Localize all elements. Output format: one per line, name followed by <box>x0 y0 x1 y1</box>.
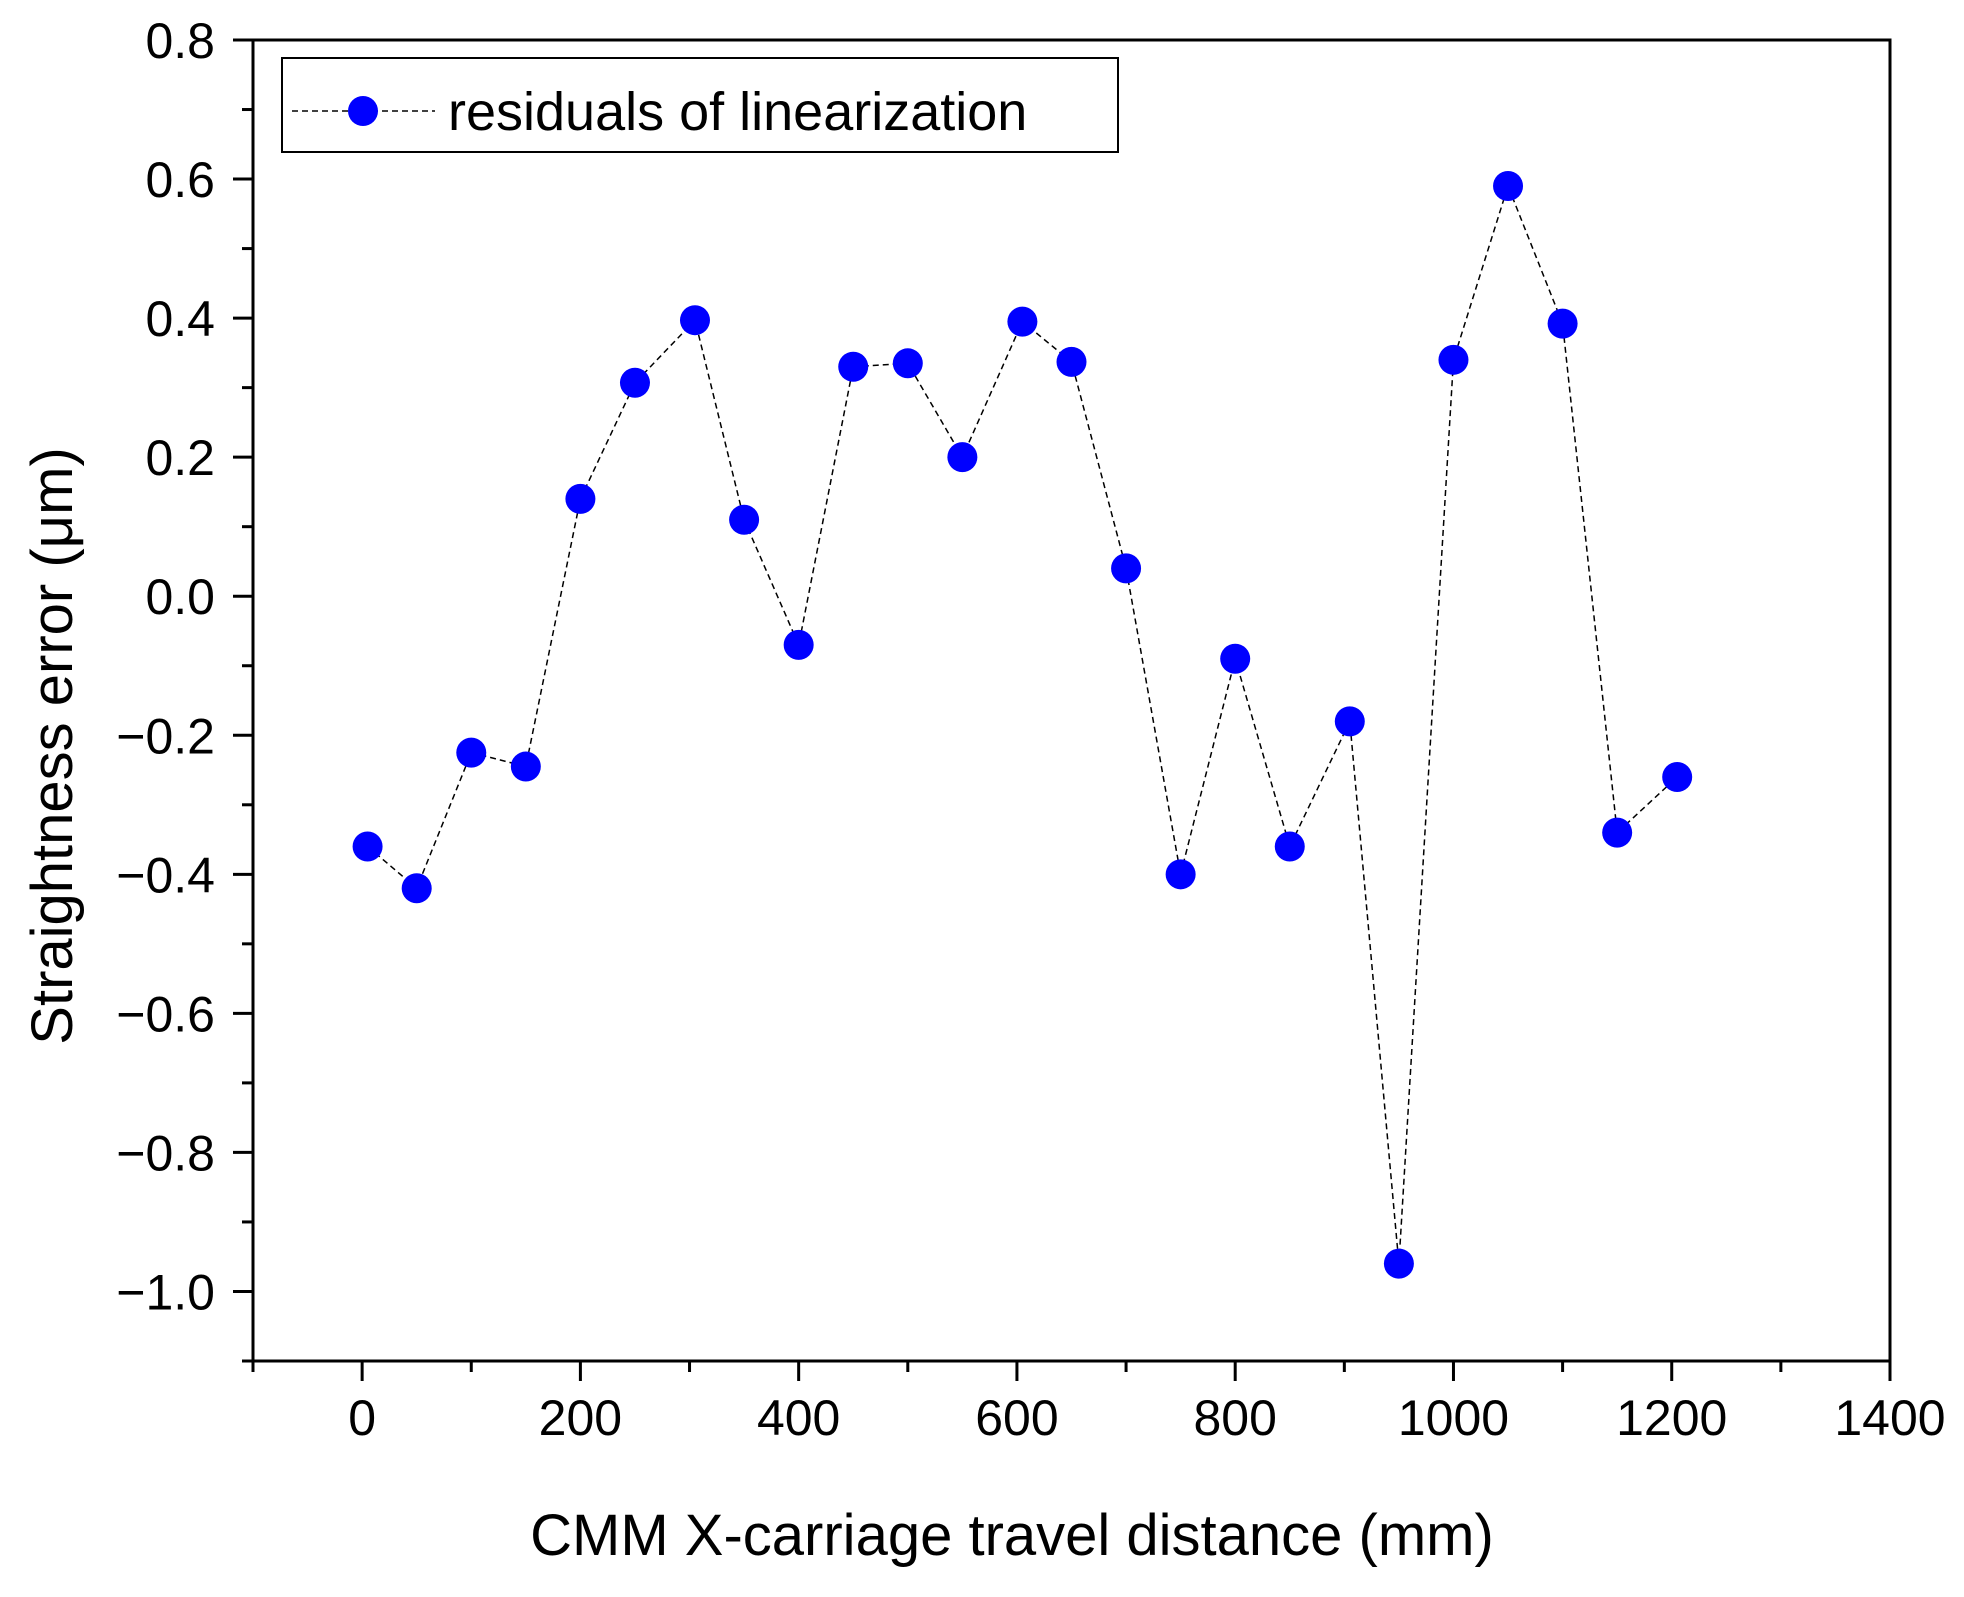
data-point <box>1602 817 1633 848</box>
data-point <box>679 305 710 336</box>
y-axis-title: Straightness error (μm) <box>20 447 85 1044</box>
y-tick-label: −0.2 <box>116 708 215 764</box>
data-point <box>1056 346 1087 377</box>
data-point <box>1334 706 1365 737</box>
x-tick-label: 200 <box>539 1390 622 1446</box>
series-line <box>367 183 1678 1264</box>
x-axis-title: CMM X-carriage travel distance (mm) <box>530 1503 1494 1568</box>
y-tick-label: 0.0 <box>145 569 215 625</box>
legend-box <box>281 57 1119 153</box>
data-point <box>892 348 923 379</box>
data-point <box>1007 306 1038 337</box>
data-point <box>1274 831 1305 862</box>
data-point <box>729 504 760 535</box>
legend-marker <box>348 96 378 126</box>
data-point <box>510 751 541 782</box>
data-point <box>1111 553 1142 584</box>
data-point <box>783 629 814 660</box>
y-tick-label: 0.8 <box>145 13 215 69</box>
x-tick-label: 0 <box>348 1390 376 1446</box>
y-tick-label: 0.4 <box>145 291 215 347</box>
x-tick-label: 400 <box>757 1390 840 1446</box>
series-layer <box>352 171 1693 1279</box>
data-point <box>1438 344 1469 375</box>
data-point <box>352 831 383 862</box>
x-tick-label: 1200 <box>1616 1390 1727 1446</box>
y-tick-label: −0.6 <box>116 986 215 1042</box>
x-tick-label: 1400 <box>1834 1390 1945 1446</box>
axes-layer: 0 200 400 600 800 1000 1200 1400 −1.0 −0.8 −0.6 −0.… <box>116 13 1945 1446</box>
y-tick-label: 0.2 <box>145 430 215 486</box>
data-point <box>565 483 596 514</box>
data-point <box>1165 859 1196 890</box>
plot-frame <box>251 38 1892 1363</box>
data-point <box>1662 761 1693 792</box>
y-tick-label: −0.4 <box>116 847 215 903</box>
data-point <box>947 442 978 473</box>
x-tick-label: 800 <box>1193 1390 1276 1446</box>
data-point <box>619 367 650 398</box>
data-point <box>401 873 432 904</box>
data-point <box>456 737 487 768</box>
data-point <box>1383 1248 1414 1279</box>
legend-label: residuals of linearization <box>448 82 1027 142</box>
data-point <box>1493 171 1524 202</box>
data-point <box>1547 308 1578 339</box>
data-point <box>838 351 869 382</box>
y-tick-label: 0.6 <box>145 152 215 208</box>
x-tick-label: 1000 <box>1398 1390 1509 1446</box>
data-point <box>1220 643 1251 674</box>
legend: residuals of linearization <box>281 57 1119 153</box>
y-tick-label: −1.0 <box>116 1264 215 1320</box>
x-tick-label: 600 <box>975 1390 1058 1446</box>
y-tick-label: −0.8 <box>116 1125 215 1181</box>
